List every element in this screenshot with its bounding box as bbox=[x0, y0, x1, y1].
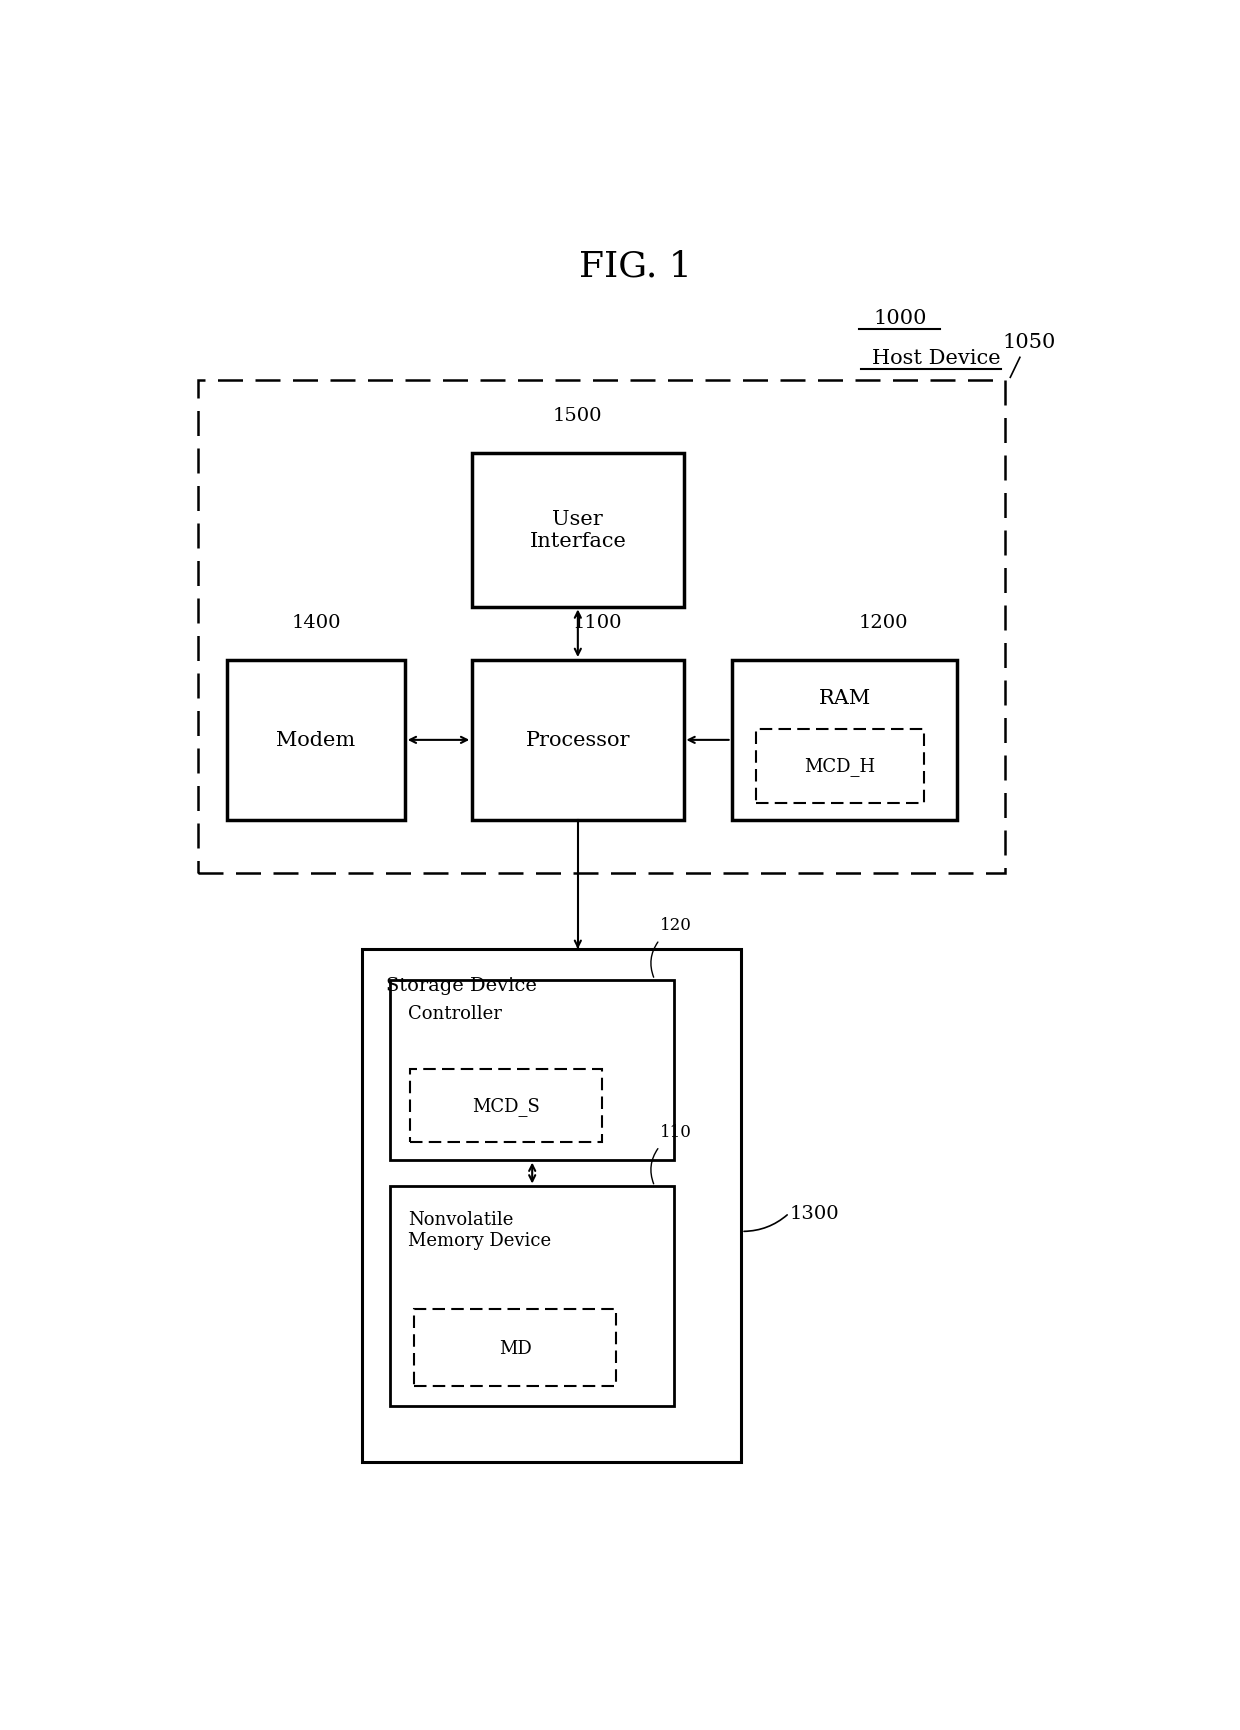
Text: 1000: 1000 bbox=[873, 308, 926, 327]
Bar bbox=[227, 661, 404, 820]
Text: Processor: Processor bbox=[526, 732, 630, 749]
Bar bbox=[414, 1310, 616, 1386]
Text: Controller: Controller bbox=[408, 1003, 502, 1022]
Text: FIG. 1: FIG. 1 bbox=[579, 249, 692, 284]
Bar bbox=[755, 730, 924, 803]
Bar bbox=[391, 981, 675, 1161]
Text: 1200: 1200 bbox=[858, 612, 908, 631]
Bar bbox=[391, 1187, 675, 1406]
Bar bbox=[472, 453, 683, 607]
Text: RAM: RAM bbox=[818, 689, 870, 708]
Text: MCD_H: MCD_H bbox=[805, 758, 875, 775]
Bar bbox=[409, 1069, 601, 1144]
Bar bbox=[198, 381, 1006, 874]
Bar bbox=[362, 950, 742, 1462]
Text: Storage Device: Storage Device bbox=[386, 976, 537, 995]
Text: MCD_S: MCD_S bbox=[472, 1097, 539, 1116]
Text: 1100: 1100 bbox=[573, 612, 621, 631]
Text: User
Interface: User Interface bbox=[529, 510, 626, 552]
Text: Nonvolatile
Memory Device: Nonvolatile Memory Device bbox=[408, 1211, 551, 1249]
Text: Modem: Modem bbox=[277, 732, 356, 749]
Text: 1500: 1500 bbox=[553, 407, 603, 426]
Text: 110: 110 bbox=[660, 1123, 692, 1140]
Text: 1300: 1300 bbox=[789, 1204, 839, 1223]
Text: 1400: 1400 bbox=[291, 612, 341, 631]
Bar bbox=[472, 661, 683, 820]
Text: 120: 120 bbox=[660, 917, 692, 934]
Text: Host Device: Host Device bbox=[872, 348, 1001, 367]
Text: MD: MD bbox=[498, 1339, 532, 1356]
Text: 1050: 1050 bbox=[1003, 332, 1056, 351]
Bar bbox=[732, 661, 957, 820]
